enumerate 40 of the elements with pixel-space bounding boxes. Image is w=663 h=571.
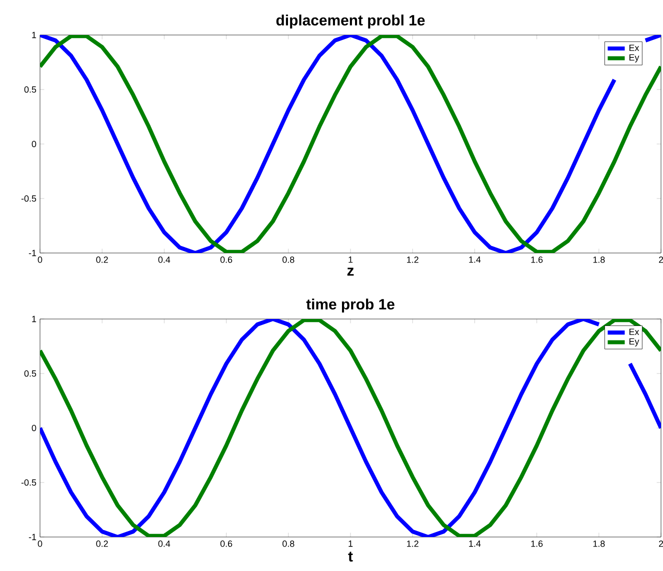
x-tick-label: 0.4 xyxy=(158,540,170,547)
x-tick-label: 0.6 xyxy=(220,540,232,547)
x-tick-label: 0.6 xyxy=(220,256,232,263)
x-axis-title: t xyxy=(348,552,353,562)
chart-title: diplacement probl 1e xyxy=(276,14,425,28)
y-tick-label: -0.5 xyxy=(21,479,36,486)
x-tick-label: 1.4 xyxy=(469,256,481,263)
legend-label: Ex xyxy=(629,44,640,51)
x-tick-label: 1.4 xyxy=(469,540,481,547)
y-tick-label: 1 xyxy=(32,32,36,38)
x-tick-label: 1.8 xyxy=(593,256,605,263)
x-tick-label: 0.8 xyxy=(282,256,294,263)
y-tick-label: 0 xyxy=(32,140,36,148)
x-tick-label: 1.8 xyxy=(593,540,605,547)
x-tick-label: 0 xyxy=(38,540,42,547)
x-tick-label: 2 xyxy=(658,256,663,263)
legend-label: Ey xyxy=(629,338,640,346)
x-tick-label: 2 xyxy=(658,540,663,547)
x-tick-label: 0.4 xyxy=(158,256,170,263)
legend-label: Ey xyxy=(629,54,640,62)
y-tick-label: 0.5 xyxy=(24,86,36,93)
y-tick-label: 0.5 xyxy=(24,370,36,377)
x-tick-label: 1.6 xyxy=(531,256,543,263)
y-tick-label: -1 xyxy=(28,250,36,256)
y-tick-label: -1 xyxy=(28,534,36,540)
y-tick-label: 0 xyxy=(32,424,36,432)
x-tick-label: 1 xyxy=(348,540,353,547)
x-tick-label: 1.2 xyxy=(407,540,418,547)
x-tick-label: 0.2 xyxy=(96,256,108,263)
chart-title: time prob 1e xyxy=(306,298,394,312)
x-tick-label: 1.2 xyxy=(407,256,418,263)
x-tick-label: 1 xyxy=(348,256,353,263)
x-tick-label: 0.2 xyxy=(96,540,108,547)
x-tick-label: 0 xyxy=(38,256,42,263)
x-tick-label: 0.8 xyxy=(282,540,294,547)
legend-label: Ex xyxy=(629,328,640,335)
y-tick-label: -0.5 xyxy=(21,195,36,202)
y-tick-label: 1 xyxy=(32,316,36,322)
x-tick-label: 1.6 xyxy=(531,540,543,547)
x-axis-title: z xyxy=(347,268,354,276)
